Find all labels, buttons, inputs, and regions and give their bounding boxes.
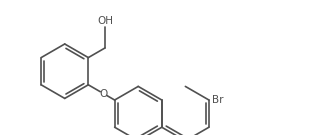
Text: OH: OH: [97, 16, 113, 26]
Text: O: O: [99, 89, 108, 99]
Text: Br: Br: [212, 95, 224, 105]
